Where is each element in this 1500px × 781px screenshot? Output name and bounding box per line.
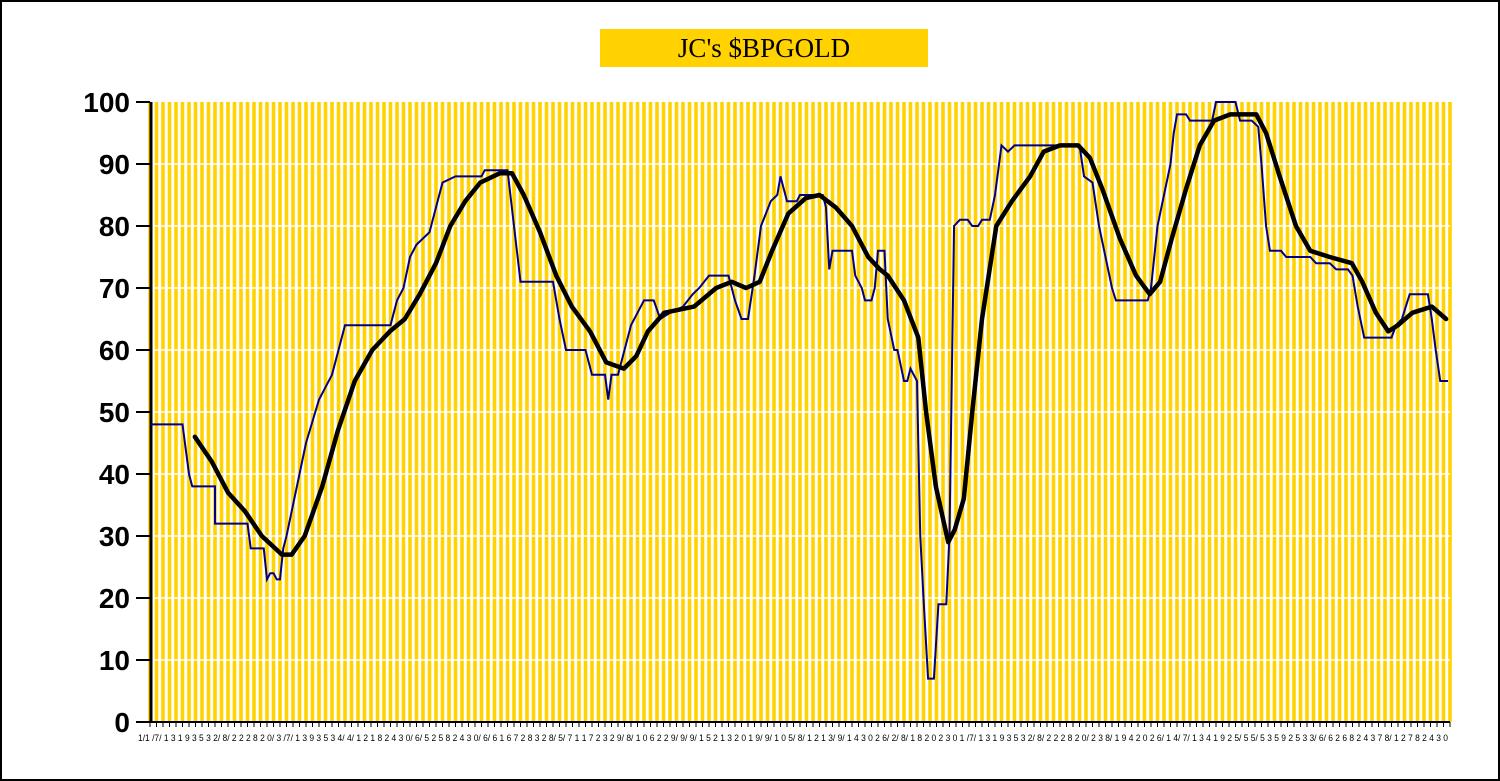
y-tick-label: 100 [83, 87, 130, 118]
y-tick-label: 80 [99, 211, 130, 242]
series-line-smooth [192, 112, 1449, 557]
y-tick-label: 90 [99, 149, 130, 180]
y-tick-label: 70 [99, 273, 130, 304]
y-tick-label: 30 [99, 521, 130, 552]
y-tick-label: 50 [99, 397, 130, 428]
y-tick-label: 20 [99, 583, 130, 614]
chart-title: JC's $BPGOLD [600, 29, 928, 67]
y-tick-label: 10 [99, 645, 130, 676]
y-tick-label: 0 [114, 707, 130, 738]
series-line-raw [150, 101, 1449, 680]
x-tick-labels: 1/1 /7/ 1 3 1 9 3 5 3 2/ 8/ 2 2 2 8 2 0/… [138, 733, 1448, 743]
y-tick-label: 40 [99, 459, 130, 490]
y-tick-label: 60 [99, 335, 130, 366]
